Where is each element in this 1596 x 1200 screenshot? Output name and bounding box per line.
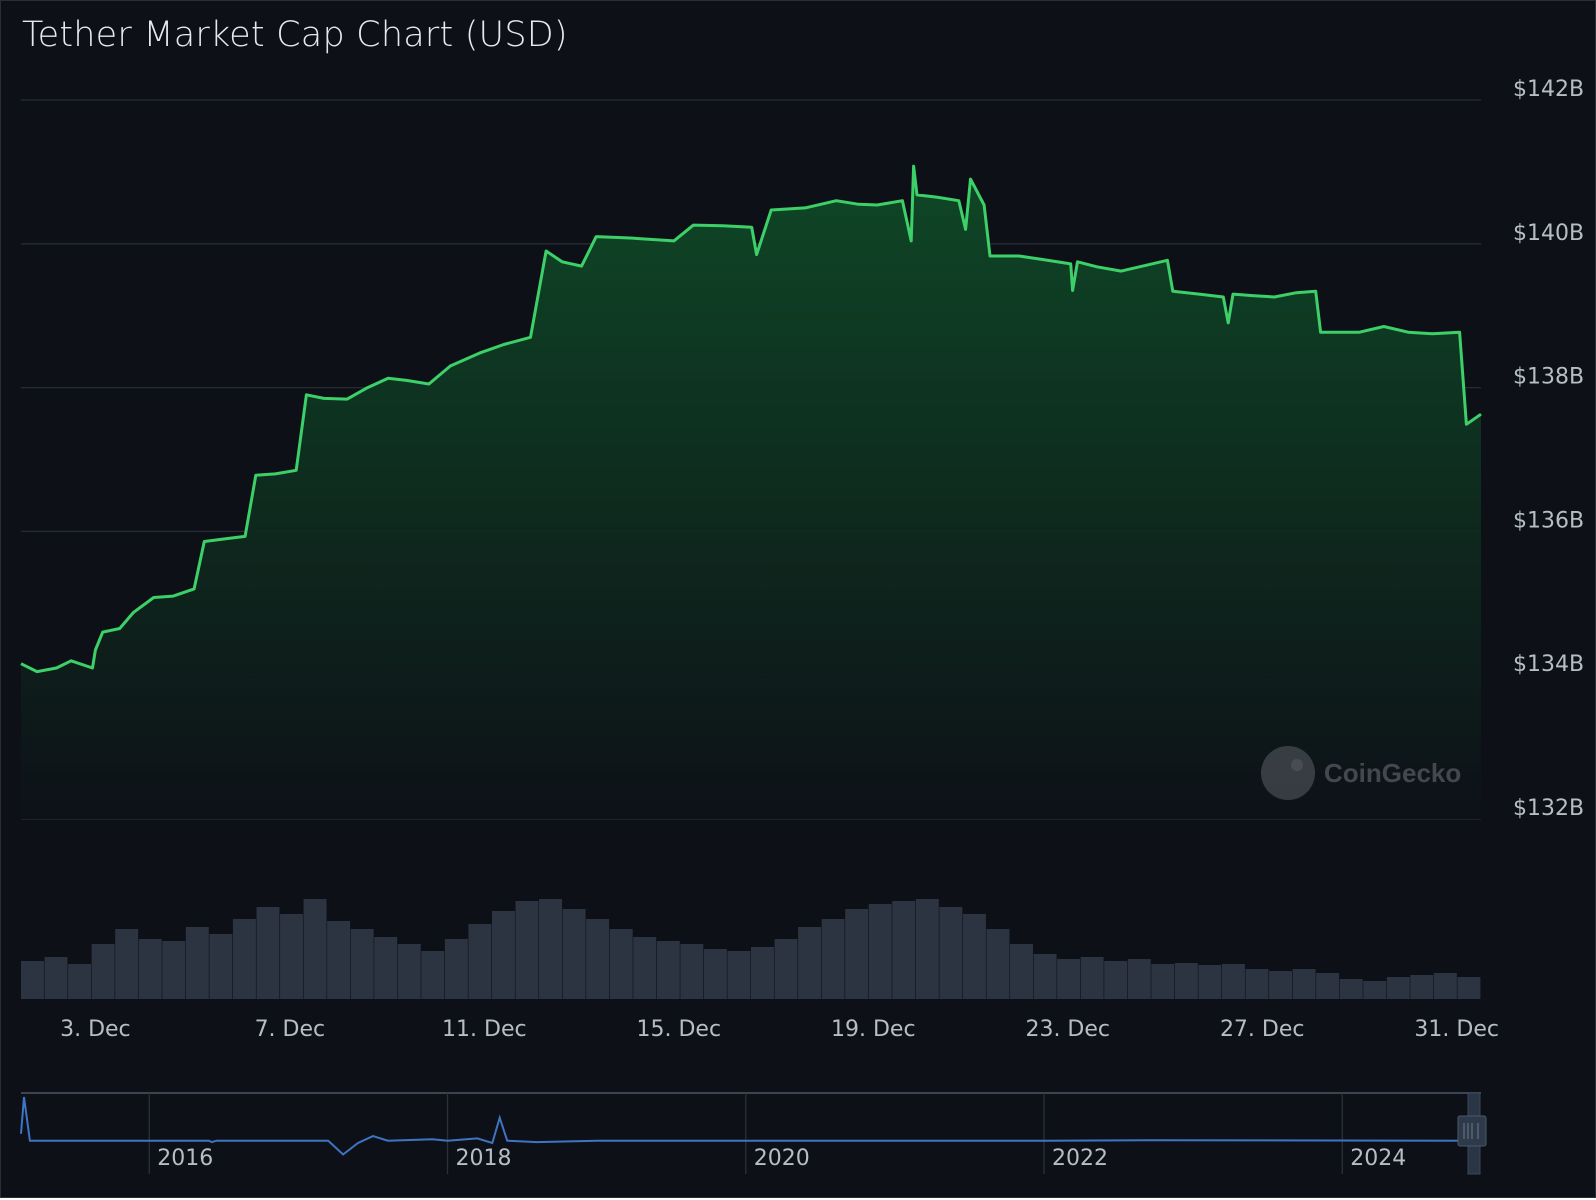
volume-bar: [986, 929, 1010, 999]
volume-bar: [609, 929, 633, 999]
volume-bar: [444, 939, 468, 999]
volume-bar: [1363, 981, 1387, 999]
volume-bar: [1245, 969, 1269, 999]
volume-bar: [350, 929, 374, 999]
volume-bar: [115, 929, 139, 999]
watermark-text: CoinGecko: [1324, 758, 1461, 788]
volume-bar: [44, 957, 68, 999]
x-tick-label: 27. Dec: [1220, 1017, 1305, 1042]
volume-bar: [491, 911, 515, 999]
volume-bar: [1433, 973, 1457, 999]
volume-bar: [421, 951, 445, 999]
coingecko-watermark: CoinGecko: [1261, 746, 1461, 800]
volume-bar: [397, 944, 421, 999]
volume-bar: [939, 907, 963, 999]
navigator-year-label: 2020: [754, 1146, 810, 1171]
chart-title: Tether Market Cap Chart (USD): [22, 15, 568, 55]
volume-bar: [1104, 961, 1128, 999]
volume-bar: [280, 914, 303, 999]
volume-bar: [1457, 977, 1481, 999]
volume-bar: [751, 947, 774, 999]
x-axis-labels: 3. Dec 7. Dec 11. Dec 15. Dec 19. Dec 23. Dec…: [60, 1017, 1499, 1042]
volume-bar: [68, 964, 92, 999]
volume-bar: [91, 944, 115, 999]
volume-bar: [821, 919, 845, 999]
volume-bar: [586, 919, 610, 999]
navigator-year-label: 2024: [1350, 1146, 1406, 1171]
volume-bar: [1316, 973, 1340, 999]
volume-bar: [21, 961, 44, 999]
volume-bar: [232, 919, 256, 999]
volume-bar: [468, 924, 492, 999]
volume-bar: [680, 944, 704, 999]
volume-bar: [539, 899, 563, 999]
volume-bar: [703, 949, 727, 999]
x-tick-label: 31. Dec: [1414, 1017, 1499, 1042]
volume-bar: [1174, 963, 1198, 999]
volume-bar: [915, 899, 939, 999]
volume-bar: [1127, 959, 1151, 999]
y-tick-label: $132B: [1513, 796, 1584, 821]
x-tick-label: 3. Dec: [60, 1017, 131, 1042]
volume-bar: [1198, 965, 1222, 999]
y-tick-label: $140B: [1513, 221, 1584, 246]
y-tick-label: $142B: [1513, 77, 1584, 102]
y-tick-label: $136B: [1513, 508, 1584, 533]
volume-bar: [892, 901, 916, 999]
y-axis-labels: $132B $134B $136B $138B $140B $142B: [1513, 77, 1584, 821]
volume-bar: [374, 937, 398, 999]
volume-bar: [1010, 944, 1033, 999]
navigator-year-label: 2018: [456, 1146, 512, 1171]
x-tick-label: 19. Dec: [831, 1017, 916, 1042]
volume-bar: [1033, 954, 1057, 999]
volume-bar: [1339, 979, 1363, 999]
x-tick-label: 7. Dec: [255, 1017, 326, 1042]
volume-bars: [21, 899, 1481, 999]
volume-bar: [774, 939, 798, 999]
y-tick-label: $134B: [1513, 652, 1584, 677]
coingecko-logo-icon: [1261, 746, 1315, 800]
volume-bar: [515, 901, 539, 999]
volume-bar: [138, 939, 162, 999]
navigator[interactable]: 2016 2018 2020 2022 2024: [20, 1092, 1487, 1175]
market-cap-line[interactable]: [20, 164, 1482, 674]
volume-bar: [656, 941, 680, 999]
volume-bar: [162, 941, 186, 999]
y-tick-label: $138B: [1513, 365, 1584, 390]
volume-bar: [256, 907, 280, 999]
volume-bar: [868, 904, 892, 999]
volume-bar: [1151, 964, 1175, 999]
volume-bar: [727, 951, 751, 999]
navigator-handle[interactable]: [1457, 1092, 1487, 1175]
volume-bar: [633, 937, 657, 999]
volume-bar: [845, 909, 869, 999]
volume-bar: [1410, 975, 1434, 999]
navigator-year-label: 2022: [1052, 1146, 1108, 1171]
volume-bar: [798, 927, 822, 999]
volume-bar: [1221, 964, 1245, 999]
market-cap-area: [21, 166, 1481, 820]
volume-bar: [1292, 969, 1316, 999]
volume-bar: [962, 914, 986, 999]
x-tick-label: 23. Dec: [1025, 1017, 1110, 1042]
volume-bar: [1057, 959, 1081, 999]
coingecko-logo-eye: [1291, 759, 1303, 771]
volume-bar: [1269, 971, 1293, 999]
volume-bar: [327, 921, 351, 999]
volume-bar: [303, 899, 327, 999]
x-tick-label: 15. Dec: [637, 1017, 722, 1042]
volume-bar: [562, 909, 586, 999]
volume-bar: [209, 934, 233, 999]
volume-bar: [185, 927, 209, 999]
navigator-year-label: 2016: [157, 1146, 213, 1171]
navigator-line: [20, 1096, 1482, 1156]
volume-bar: [1080, 957, 1104, 999]
volume-bar: [1386, 977, 1410, 999]
x-tick-label: 11. Dec: [442, 1017, 527, 1042]
